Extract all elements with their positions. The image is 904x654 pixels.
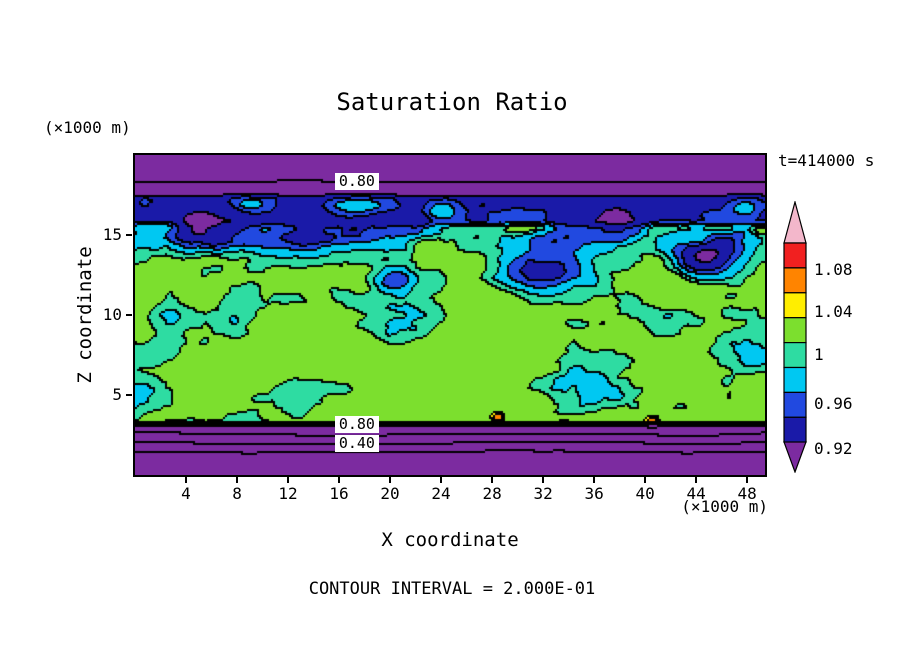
z-tick-label: 15 xyxy=(102,225,122,244)
x-tick-mark xyxy=(746,477,749,483)
x-tick-mark xyxy=(491,477,494,483)
colorbar-segment xyxy=(783,292,807,319)
x-tick-mark xyxy=(185,477,187,483)
z-tick-mark xyxy=(126,234,132,236)
x-tick-label: 20 xyxy=(380,484,400,503)
colorbar-arrow-bottom xyxy=(783,441,807,473)
colorbar-segment xyxy=(783,242,807,269)
contour-field xyxy=(135,155,765,475)
colorbar-label: 1.08 xyxy=(814,260,853,279)
colorbar-segment xyxy=(783,391,807,418)
x-tick-label: 28 xyxy=(482,484,502,503)
x-tick-mark xyxy=(593,477,596,483)
x-tick-label: 24 xyxy=(431,484,451,503)
x-tick-label: 4 xyxy=(181,484,191,503)
colorbar-segment xyxy=(783,416,807,443)
x-tick-mark xyxy=(644,477,647,483)
x-axis-label: X coordinate xyxy=(381,529,519,551)
z-tick-mark xyxy=(126,394,132,396)
colorbar-arrow-top xyxy=(783,201,807,244)
colorbar-segment xyxy=(783,366,807,393)
colorbar xyxy=(783,201,807,473)
colorbar-label: 1 xyxy=(814,345,824,364)
x-tick-mark xyxy=(542,477,545,483)
colorbar-label: 1.04 xyxy=(814,302,853,321)
x-tick-mark xyxy=(287,477,290,483)
contour-line-label: 0.80 xyxy=(334,173,379,191)
x-tick-mark xyxy=(389,477,392,483)
contour-line-label: 0.40 xyxy=(334,434,379,452)
colorbar-label: 0.92 xyxy=(814,439,853,458)
contour-interval-note: CONTOUR INTERVAL = 2.000E-01 xyxy=(308,579,596,599)
colorbar-segment xyxy=(783,317,807,344)
x-tick-label: 8 xyxy=(232,484,242,503)
colorbar-segment xyxy=(783,342,807,369)
time-label: t=414000 s xyxy=(778,151,875,170)
chart-title: Saturation Ratio xyxy=(336,88,568,116)
x-tick-label: 48 xyxy=(737,484,757,503)
x-tick-mark xyxy=(236,477,239,483)
x-tick-label: 44 xyxy=(686,484,706,503)
z-axis-label: Z coordinate xyxy=(74,246,96,384)
x-tick-mark xyxy=(695,477,698,483)
colorbar-segment xyxy=(783,267,807,294)
x-axis-unit: (×1000 m) xyxy=(681,497,768,516)
x-tick-label: 40 xyxy=(635,484,655,503)
z-tick-mark xyxy=(126,314,132,316)
x-tick-label: 16 xyxy=(329,484,349,503)
contour-line-label: 0.80 xyxy=(334,415,379,433)
z-axis-unit: (×1000 m) xyxy=(44,118,131,137)
z-tick-label: 10 xyxy=(102,305,122,324)
x-tick-mark xyxy=(440,477,443,483)
x-tick-label: 12 xyxy=(278,484,298,503)
z-tick-label: 5 xyxy=(112,385,122,404)
colorbar-label: 0.96 xyxy=(814,394,853,413)
x-tick-label: 36 xyxy=(584,484,604,503)
x-tick-label: 32 xyxy=(533,484,553,503)
x-tick-mark xyxy=(338,477,341,483)
